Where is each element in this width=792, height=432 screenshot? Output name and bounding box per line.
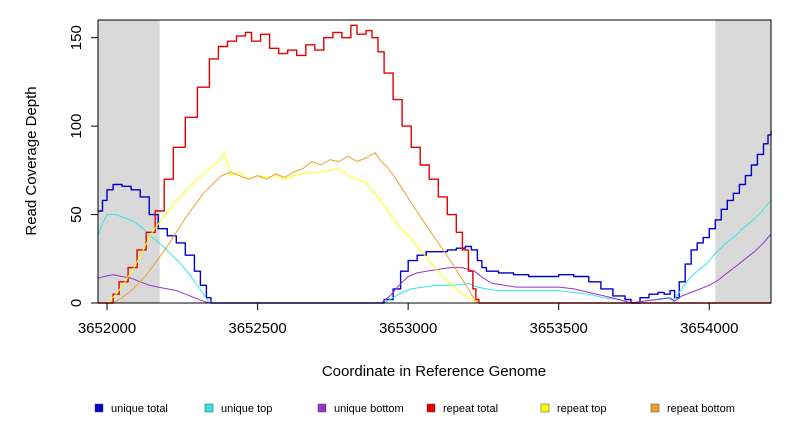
plot-frame — [97, 19, 772, 304]
x-tick-label: 3653500 — [530, 320, 588, 337]
shaded-regions — [98, 20, 771, 303]
y-tick-label: 100 — [68, 114, 85, 139]
x-axis-label: Coordinate in Reference Genome — [322, 363, 546, 380]
series-line-repeat-bottom — [98, 152, 771, 304]
series-line-unique-bottom — [97, 233, 772, 304]
legend-label: repeat total — [443, 403, 498, 415]
y-tick-label: 0 — [68, 299, 85, 307]
legend-label: unique bottom — [334, 403, 404, 415]
x-tick-label: 3653000 — [379, 320, 437, 337]
legend-swatch — [426, 403, 436, 413]
shaded-region-2 — [715, 20, 771, 303]
x-tick-label: 3654000 — [680, 320, 738, 337]
legend-label: repeat bottom — [667, 403, 735, 415]
y-tick-label: 150 — [68, 25, 85, 50]
y-axis-label: Read Coverage Depth — [23, 86, 40, 235]
legend-swatch — [204, 403, 214, 413]
legend: unique total unique top unique bottom repea… — [94, 403, 735, 415]
series-line-repeat-top — [98, 152, 771, 304]
series-line-repeat-total — [98, 24, 771, 304]
legend-swatch — [94, 403, 104, 413]
series-line-unique-total — [98, 131, 772, 304]
x-axis: 3652000 3652500 3653000 3653500 3654000 — [78, 302, 738, 337]
series-line-unique-top — [97, 200, 772, 304]
x-tick-label: 3652500 — [228, 320, 286, 337]
legend-swatch — [540, 403, 550, 413]
legend-label: unique total — [111, 403, 168, 415]
shaded-region-1 — [98, 20, 160, 303]
legend-swatch — [650, 403, 660, 413]
x-tick-label: 3652000 — [78, 320, 136, 337]
legend-swatch — [317, 403, 327, 413]
legend-label: repeat top — [557, 403, 607, 415]
series-lines — [97, 24, 772, 304]
y-axis: 0 50 100 150 — [68, 25, 99, 307]
y-tick-label: 50 — [68, 206, 85, 223]
legend-label: unique top — [221, 403, 272, 415]
